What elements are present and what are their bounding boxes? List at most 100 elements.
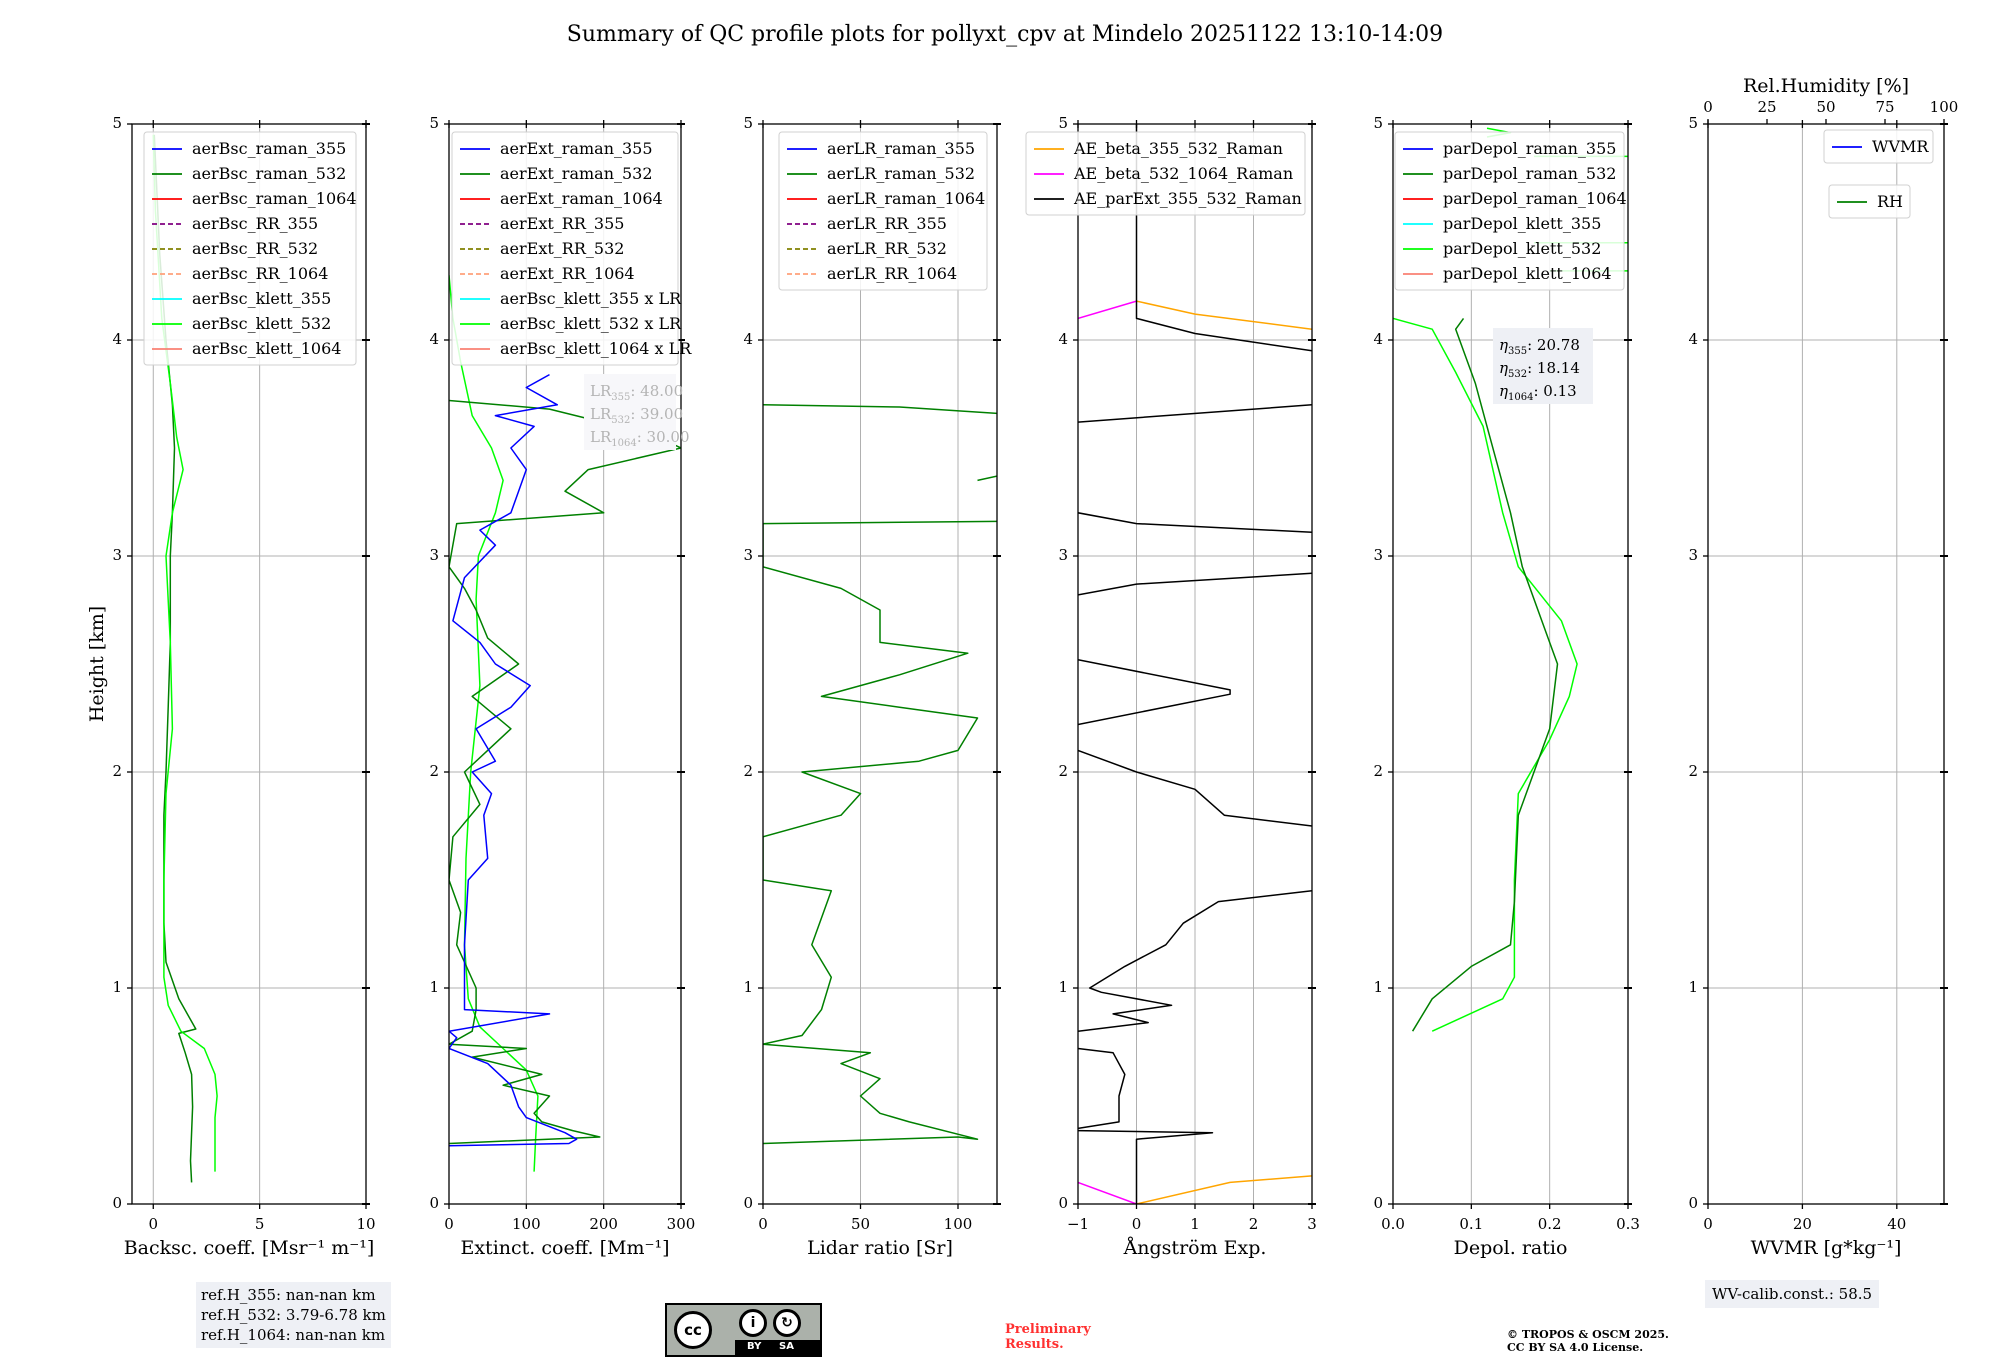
- eta-annotation-subscript: 1064: [1508, 392, 1533, 403]
- copyright-note: © TROPOS & OSCM 2025. CC BY SA 4.0 Licen…: [1507, 1328, 1669, 1354]
- lr-annotation-value: : 48.00: [630, 382, 683, 400]
- eta-annotation-value: : 0.13: [1533, 382, 1576, 400]
- top-tick-label: 100: [1930, 98, 1959, 116]
- legend-entry: aerExt_RR_532: [500, 239, 624, 258]
- lr-annotation-subscript: 532: [611, 415, 630, 426]
- y-tick-label: 1: [743, 978, 753, 996]
- lr-annotation-box: [584, 374, 676, 450]
- legend-entry: AE_parExt_355_532_Raman: [1073, 189, 1302, 208]
- series-aerBsc_raman_532: [153, 134, 197, 1183]
- series-aerBsc_klett_532: [152, 134, 218, 1172]
- lr-annotation-line: LR532: 39.00: [590, 405, 683, 426]
- panel-bsc: 0 5 10 0 1 2 3 4 5 Backsc. coeff. [Msr⁻¹ m⁻¹] aerB…: [112, 114, 375, 1259]
- y-tick-label: 4: [743, 330, 753, 348]
- attribution-icon: i: [739, 1309, 767, 1337]
- y-tick-label: 4: [1058, 330, 1068, 348]
- figure-title: Summary of QC profile plots for pollyxt_…: [566, 22, 1444, 47]
- y-tick-label: 3: [1058, 546, 1068, 564]
- legend-entry: aerBsc_raman_532: [192, 164, 346, 183]
- x-tick-label: 0: [148, 1215, 158, 1233]
- series-group: [1078, 124, 1312, 1204]
- x-tick-label: 0.3: [1616, 1215, 1640, 1233]
- legend-entry: aerBsc_klett_1064 x LR: [500, 339, 692, 358]
- x-tick-label: 1: [1190, 1215, 1200, 1233]
- legend-entry: aerExt_raman_1064: [500, 189, 663, 208]
- y-tick-label: 4: [1688, 330, 1698, 348]
- legend-entry: parDepol_raman_355: [1443, 139, 1616, 158]
- copyright-line-1: © TROPOS & OSCM 2025.: [1507, 1328, 1669, 1341]
- x-tick-label: −1: [1067, 1215, 1089, 1233]
- legend-entry: parDepol_raman_532: [1443, 164, 1616, 183]
- y-tick-label: 2: [743, 762, 753, 780]
- lr-annotation-value: : 39.00: [630, 405, 683, 423]
- legend-entry: aerBsc_klett_532: [192, 314, 331, 333]
- y-axis-label: Height [km]: [86, 606, 108, 722]
- legend-box: [1025, 131, 1306, 216]
- panel-lr: 0 50 100 0 1 2 3 4 5 Lidar ratio [Sr] aerLR_raman_…: [743, 114, 1001, 1259]
- y-tick-label: 2: [1688, 762, 1698, 780]
- y-tick-label: 2: [112, 762, 122, 780]
- series-aerBsc_klett_532 x LR: [449, 275, 539, 1172]
- axes-frame: [448, 123, 682, 1205]
- lr-annotation-subscript: 355: [611, 392, 630, 403]
- x-tick-label: 300: [667, 1215, 696, 1233]
- y-tick-label: 5: [743, 114, 753, 132]
- x-tick-label: 2: [1249, 1215, 1259, 1233]
- y-tick-label: 2: [1058, 762, 1068, 780]
- top-tick-label: 50: [1816, 98, 1835, 116]
- x-tick-label: 0: [444, 1215, 454, 1233]
- y-tick-label: 5: [1058, 114, 1068, 132]
- x-tick-label: 0: [758, 1215, 768, 1233]
- y-tick-label: 5: [429, 114, 439, 132]
- x-axis-label: Lidar ratio [Sr]: [807, 1237, 953, 1259]
- legend-entry: aerLR_raman_355: [827, 139, 975, 158]
- lr-annotation-value: : 30.00: [637, 428, 690, 446]
- y-tick-label: 5: [1373, 114, 1383, 132]
- y-tick-label: 3: [743, 546, 753, 564]
- ref-height-532: ref.H_532: 3.79-6.78 km: [201, 1306, 386, 1324]
- legend-entry: aerBsc_raman_1064: [192, 189, 357, 208]
- y-tick-label: 5: [1688, 114, 1698, 132]
- y-tick-label: 4: [429, 330, 439, 348]
- lr-annotation-line: LR355: 48.00: [590, 382, 683, 403]
- y-tick-label: 0: [112, 1194, 122, 1212]
- y-tick-label: 1: [1688, 978, 1698, 996]
- legend-entry: aerLR_raman_1064: [827, 189, 985, 208]
- series-AE_parExt_355_532_Raman: [1078, 124, 1312, 1204]
- x-tick-label: 0: [1132, 1215, 1142, 1233]
- series-parDepol_raman_532: [1411, 317, 1559, 1032]
- legend-box: [1394, 131, 1625, 291]
- y-tick-label: 1: [112, 978, 122, 996]
- legend-rh-box: [1828, 184, 1911, 219]
- eta-annotation-box: [1493, 328, 1593, 404]
- y-tick-label: 3: [429, 546, 439, 564]
- y-tick-label: 1: [429, 978, 439, 996]
- top-tick-label: 0: [1703, 98, 1713, 116]
- legend-entry: aerBsc_RR_1064: [192, 264, 328, 283]
- cc-sa-label: SA: [779, 1341, 794, 1352]
- panel-ae: −1 0 1 2 3 0 1 2 3 4 5 Ångström Exp. AE_beta_355_532…: [1025, 114, 1317, 1259]
- y-tick-label: 0: [1373, 1194, 1383, 1212]
- legend-entry: aerLR_RR_355: [827, 214, 947, 233]
- y-tick-label: 1: [1058, 978, 1068, 996]
- legend-rh-entry: RH: [1877, 192, 1903, 211]
- cc-by-sa-logo: cc i ↻ BY SA: [665, 1303, 822, 1357]
- y-tick-label: 5: [112, 114, 122, 132]
- axes-frame: [131, 123, 367, 1205]
- y-tick-label: 0: [1058, 1194, 1068, 1212]
- axes-frame: [762, 123, 998, 1205]
- legend-entry: aerBsc_klett_1064: [192, 339, 341, 358]
- series-group: [152, 134, 218, 1183]
- series-aerExt_raman_355: [449, 373, 578, 1147]
- legend-entry: aerLR_RR_532: [827, 239, 947, 258]
- legend-entry: aerExt_raman_355: [500, 139, 653, 158]
- lr-annotation-symbol: LR: [590, 428, 612, 446]
- eta-annotation-value: : 20.78: [1527, 336, 1580, 354]
- x-tick-label: 200: [589, 1215, 618, 1233]
- x-axis-label: Depol. ratio: [1454, 1237, 1568, 1259]
- legend-entry: aerBsc_klett_355: [192, 289, 331, 308]
- panel-wvmr: 0 20 40 0 1 2 3 4 5 WVMR [g*kg⁻¹] 0 25 50 75 100 Rel.Hu…: [1688, 75, 1958, 1259]
- legend-entry: aerBsc_klett_532 x LR: [500, 314, 682, 333]
- x-tick-label: 100: [944, 1215, 973, 1233]
